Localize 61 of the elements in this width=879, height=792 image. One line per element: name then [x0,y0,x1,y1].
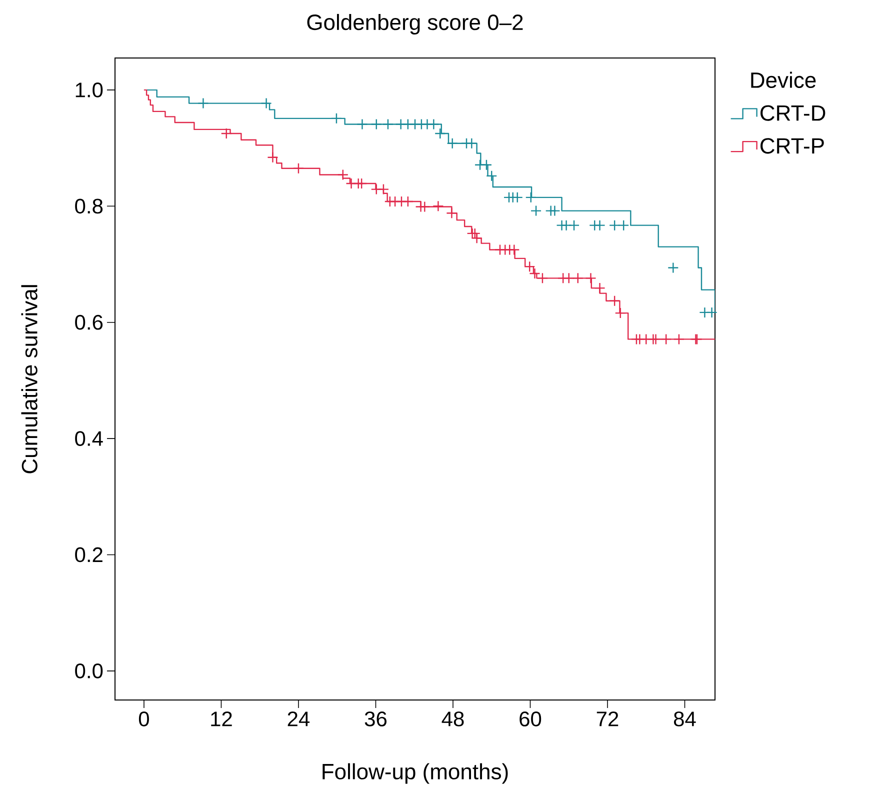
point [330,112,342,124]
point [530,205,542,216]
y-axis-title: Cumulative survival [21,285,38,474]
point [370,118,382,130]
y-tick-label: 0.8 [75,198,103,214]
point [292,162,304,174]
point [618,220,630,231]
point [382,118,394,130]
point [337,169,348,180]
point [402,196,414,208]
point [706,306,718,318]
x-axis-title: Follow-up (months) [322,763,508,784]
point [568,220,580,231]
y-tick-label: 0.0 [75,664,103,678]
point [267,152,278,163]
y-tick-label: 1.0 [76,82,103,98]
legend-label: CRT-D [760,105,826,121]
point [419,201,430,212]
point [594,282,606,294]
point [572,272,584,284]
x-tick-label: 48 [442,712,464,726]
point [432,200,444,212]
x-tick-label: 84 [674,712,696,726]
point [594,220,606,231]
point [428,118,440,130]
point [356,178,368,190]
point [549,205,560,216]
point [220,128,232,140]
x-tick-label: 12 [211,712,232,726]
x-tick-label: 60 [520,712,542,726]
x-tick-label: 0 [138,712,149,726]
x-tick-label: 72 [596,712,618,726]
point [660,334,672,345]
point [608,295,620,306]
point [486,170,498,182]
point [585,272,596,284]
y-tick-label: 0.2 [75,547,102,562]
point [525,192,536,204]
point [356,118,368,130]
point [668,262,679,274]
point [260,98,272,109]
point [198,98,209,109]
x-tick-label: 36 [364,712,386,726]
y-tick-label: 0.4 [75,431,103,446]
point [480,159,492,170]
point [512,192,523,204]
point [560,220,572,231]
chart-title: Goldenberg score 0–2 [307,14,523,34]
point [563,272,574,284]
point [608,220,620,231]
legend-label: CRT-P [760,138,824,154]
point [434,128,446,140]
y-tick-label: 0.6 [75,314,103,330]
point [614,307,626,319]
point [378,184,390,195]
x-tick-label: 24 [288,712,310,726]
legend-title: Device [751,72,816,88]
point [673,334,685,345]
point [446,138,458,149]
point [650,334,662,345]
point [446,208,458,219]
